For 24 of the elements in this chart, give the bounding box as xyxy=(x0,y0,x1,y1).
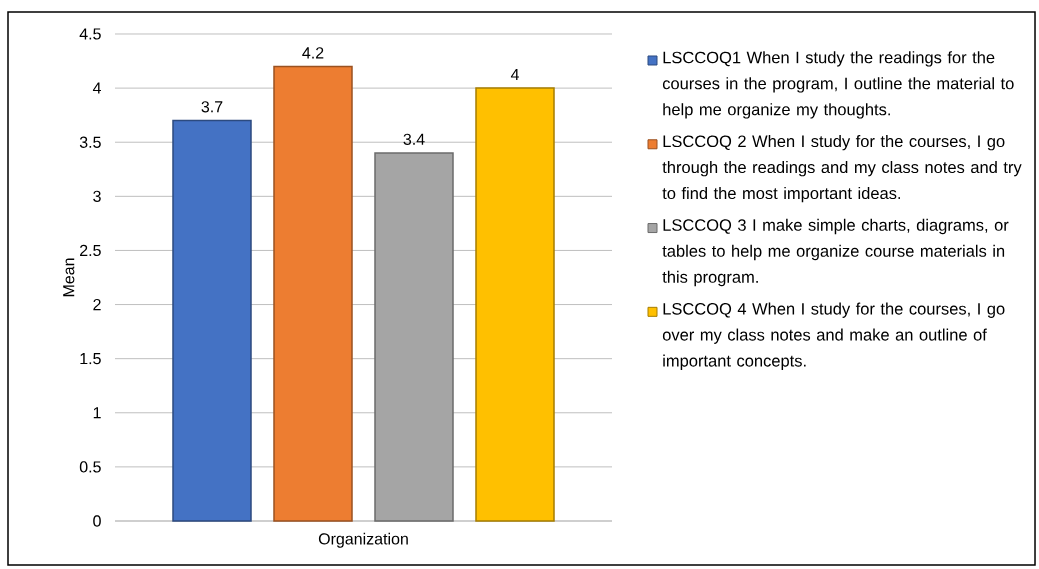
y-tick-label: 4.5 xyxy=(79,28,101,40)
x-tick-label: Organization xyxy=(318,532,408,548)
bar xyxy=(374,152,454,522)
data-label: 3.4 xyxy=(403,133,425,145)
y-tick-label: 0 xyxy=(93,515,101,527)
y-tick-label: 0.5 xyxy=(79,461,101,473)
data-label: 4.2 xyxy=(302,47,324,59)
y-tick-label: 3 xyxy=(93,190,101,202)
legend-label: LSCCOQ 2 When I study for the courses, I go through the readings and my class notes and try to find the most important ideas. xyxy=(662,134,1022,203)
legend-label: LSCCOQ 4 When I study for the courses, I go over my class notes and make an outline of important concepts. xyxy=(662,302,1005,370)
y-tick-label: 4 xyxy=(92,82,102,94)
y-tick-label: 2.5 xyxy=(80,244,101,257)
y-tick-label: 2 xyxy=(93,298,101,311)
bar xyxy=(475,87,555,522)
legend-label: LSCCOQ 3 I make simple charts, diagrams, or tables to help me organize course materials in this program. xyxy=(662,218,1009,287)
y-tick-label: 1.5 xyxy=(80,353,101,365)
data-label: 3.7 xyxy=(201,101,223,113)
legend-label: LSCCOQ1 When I study the readings for the courses in the program, I outline the material to help me organize my thoughts. xyxy=(662,51,1014,119)
data-label: 4 xyxy=(510,69,519,81)
y-tick-label: 3.5 xyxy=(79,136,101,148)
bar xyxy=(172,119,252,522)
y-axis-title: Mean xyxy=(63,258,75,297)
y-tick-label: 1 xyxy=(93,407,101,419)
bar xyxy=(273,65,353,522)
